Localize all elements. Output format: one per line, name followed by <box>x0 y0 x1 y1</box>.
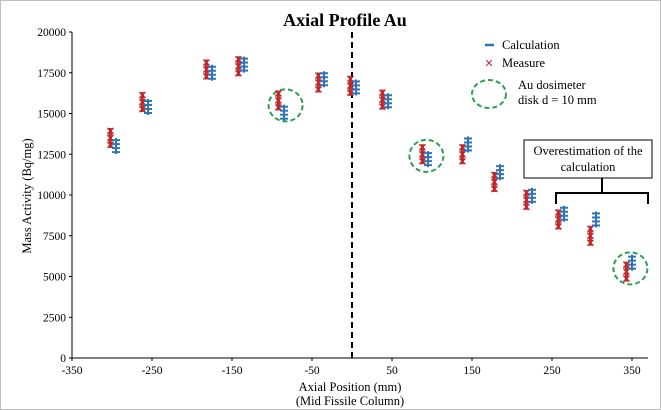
dosimeter-circle <box>267 88 304 123</box>
calculation-point <box>464 136 472 153</box>
measure-series <box>106 55 630 283</box>
measure-point <box>274 89 282 111</box>
calculation-point <box>112 138 120 155</box>
legend: Calculation ✕ Measure Au dosimeter disk … <box>471 38 597 109</box>
dosimeter-circle <box>612 251 649 286</box>
calculation-point <box>208 64 216 81</box>
x-tick-label: 350 <box>623 365 641 377</box>
y-tick-label: 2500 <box>43 312 66 324</box>
legend-measure-marker: ✕ <box>484 57 493 70</box>
calculation-point <box>384 93 392 110</box>
calculation-point <box>424 151 432 168</box>
chart-title: Axial Profile Au <box>283 10 407 30</box>
legend-measure-label: Measure <box>502 56 545 70</box>
legend-calculation-label: Calculation <box>502 38 560 52</box>
x-tick-labels: -350 -250 -150 -50 50 150 250 350 <box>61 358 641 377</box>
y-tick-label: 20000 <box>37 27 66 39</box>
y-tick-label: 7500 <box>43 231 66 243</box>
x-tick-label: 250 <box>543 365 561 377</box>
overestimation-annotation: Overestimation of the calculation <box>523 139 653 204</box>
x-tick-label: -350 <box>61 365 82 377</box>
annotation-line-2: calculation <box>561 160 617 174</box>
x-tick-label: 150 <box>463 365 481 377</box>
x-tick-label: -150 <box>221 365 242 377</box>
calculation-point <box>144 98 152 115</box>
calculation-point <box>560 205 568 222</box>
y-tick-label: 12500 <box>37 149 66 161</box>
measure-point <box>490 171 498 193</box>
x-axis-title: Axial Position (mm) <box>299 380 402 394</box>
legend-dosimeter-circle <box>471 79 507 109</box>
calculation-series <box>112 56 636 271</box>
y-tick-label: 5000 <box>43 272 66 284</box>
measure-point <box>586 225 594 247</box>
measure-point <box>554 208 562 230</box>
annotation-box <box>523 139 653 179</box>
calculation-point <box>592 211 600 228</box>
calculation-point <box>628 254 636 271</box>
y-tick-label: 10000 <box>37 190 66 202</box>
dosimeter-circles <box>267 88 649 286</box>
measure-point <box>418 143 426 165</box>
legend-dosimeter-label-2: disk d = 10 mm <box>518 93 597 107</box>
measure-point <box>622 261 630 283</box>
x-tick-label: -50 <box>304 365 320 377</box>
calculation-point <box>320 71 328 88</box>
calculation-point <box>280 104 288 121</box>
measure-point <box>106 127 114 149</box>
annotation-line-1: Overestimation of the <box>534 144 643 158</box>
dosimeter-circle <box>408 138 445 173</box>
x-tick-label: 50 <box>386 365 398 377</box>
calculation-point <box>352 79 360 96</box>
y-tick-label: 17500 <box>37 68 66 80</box>
measure-point <box>378 89 386 111</box>
x-axis-subtitle: (Mid Fissile Column) <box>296 394 404 408</box>
annotation-brace <box>555 178 649 204</box>
measure-point <box>346 75 354 97</box>
x-tick-label: -250 <box>141 365 162 377</box>
calculation-point <box>496 164 504 181</box>
calculation-point <box>240 56 248 73</box>
y-tick-label: 0 <box>60 353 66 365</box>
y-axis-title: Mass Activity (Bq/mg) <box>20 138 34 253</box>
measure-point <box>458 143 466 165</box>
legend-dosimeter-label-1: Au dosimeter <box>518 78 587 92</box>
y-tick-labels: 0 2500 5000 7500 10000 12500 15000 17500 20000 <box>37 27 72 365</box>
y-tick-label: 15000 <box>37 109 66 121</box>
calculation-point <box>528 187 536 204</box>
